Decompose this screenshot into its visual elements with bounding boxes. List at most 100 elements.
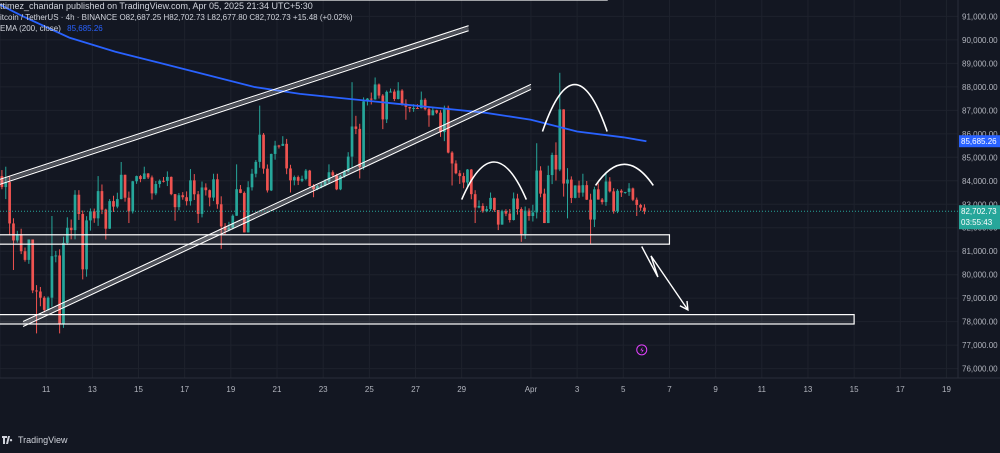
price-tick-label: 84,000.00 (962, 177, 998, 186)
time-tick-label: 13 (803, 385, 812, 394)
lightning-event-icon (636, 344, 648, 356)
candle-body (4, 182, 8, 188)
candle-body (489, 197, 492, 210)
candle-body (216, 179, 219, 205)
candle-body (446, 107, 450, 153)
candle-body (593, 189, 596, 220)
candle-body (219, 204, 223, 227)
candle-body (158, 180, 162, 185)
candle-body (635, 199, 639, 205)
candle-body (304, 170, 308, 179)
price-tick-label: 91,000.00 (962, 12, 998, 21)
candle-body (523, 210, 527, 234)
candle-body (108, 201, 111, 229)
candle-body (62, 242, 65, 325)
ema-legend[interactable]: EMA (200, close) 85,685.26 (0, 24, 103, 34)
candle-body (643, 207, 646, 212)
time-tick-label: 15 (134, 385, 143, 394)
time-tick-label: 15 (850, 385, 859, 394)
candle-body (454, 163, 458, 174)
candle-body (127, 197, 131, 212)
candle-body (208, 190, 212, 198)
projection-arrow-path (641, 246, 689, 311)
ema-200-line (0, 3, 647, 143)
candle-body (39, 291, 42, 298)
candle-body (258, 134, 262, 162)
candle-body (566, 179, 569, 184)
candle-body (300, 178, 304, 181)
candle-body (239, 189, 242, 193)
candle-body (316, 186, 319, 190)
candle-body (346, 156, 350, 172)
candle-body (23, 251, 27, 260)
candle-body (481, 205, 485, 212)
candle-body (431, 110, 435, 116)
time-tick-label: 27 (411, 385, 420, 394)
candle-body (12, 223, 15, 241)
candle-body (235, 189, 238, 216)
last-price-badge-text: 82,702.73 (961, 207, 997, 216)
candle-body (119, 174, 123, 200)
rising-channel-upper-line (0, 25, 470, 185)
candle-body (227, 227, 231, 230)
candle-body (354, 126, 358, 129)
candle-body (212, 179, 215, 198)
candle-body (312, 186, 315, 190)
candle-body (277, 145, 281, 147)
candle-body (473, 194, 477, 208)
time-tick-label: 23 (319, 385, 328, 394)
candle-body (466, 169, 469, 183)
candle-body (373, 84, 377, 100)
candle-body (358, 128, 362, 167)
candle-body (142, 173, 146, 180)
publish-header: ttimez_chandan published on TradingView.… (0, 1, 313, 11)
candle-body (569, 179, 573, 198)
candle-body (204, 187, 208, 191)
candle-body (166, 176, 169, 181)
candle-body (115, 199, 119, 207)
rising-channel-lower-line-fill (22, 85, 532, 326)
time-tick-label: 7 (667, 385, 672, 394)
price-tick-label: 89,000.00 (962, 59, 998, 68)
candles (0, 72, 646, 334)
symbol-legend[interactable]: itcoin / TetherUS · 4h · BINANCE O82,687… (0, 13, 353, 22)
time-tick-label: 17 (180, 385, 189, 394)
candle-body (350, 126, 354, 157)
candle-body (192, 180, 196, 195)
candle-body (608, 181, 612, 192)
price-tick-label: 88,000.00 (962, 83, 998, 92)
candle-body (150, 177, 154, 194)
candle-body (342, 171, 346, 177)
candle-body (200, 187, 204, 214)
candle-body (573, 185, 577, 198)
candle-body (0, 176, 4, 188)
candle-body (408, 106, 412, 109)
candle-body (196, 194, 200, 214)
price-tick-label: 83,000.00 (962, 200, 998, 209)
projection-arrow-head (679, 300, 689, 312)
candle-body (450, 152, 454, 164)
candle-body (185, 197, 188, 202)
candle-body (46, 297, 50, 310)
left-shoulder-arc (460, 161, 528, 200)
tradingview-logo-icon (2, 436, 14, 444)
price-tick-label: 81,000.00 (962, 247, 998, 256)
candle-body (273, 145, 277, 154)
candle-body (639, 204, 642, 208)
candle-body (162, 180, 165, 182)
candle-body (493, 197, 496, 211)
time-tick-label: 29 (457, 385, 466, 394)
candle-body (269, 153, 273, 191)
candle-body (362, 101, 365, 167)
candle-body (577, 185, 581, 193)
candle-body (104, 209, 108, 229)
ema-price-badge (959, 135, 1000, 148)
candle-body (31, 239, 35, 291)
candle-body (73, 194, 77, 231)
tradingview-logo[interactable]: TradingView (0, 432, 120, 448)
candle-body (69, 227, 73, 231)
candle-body (262, 134, 265, 169)
candle-body (42, 297, 46, 310)
